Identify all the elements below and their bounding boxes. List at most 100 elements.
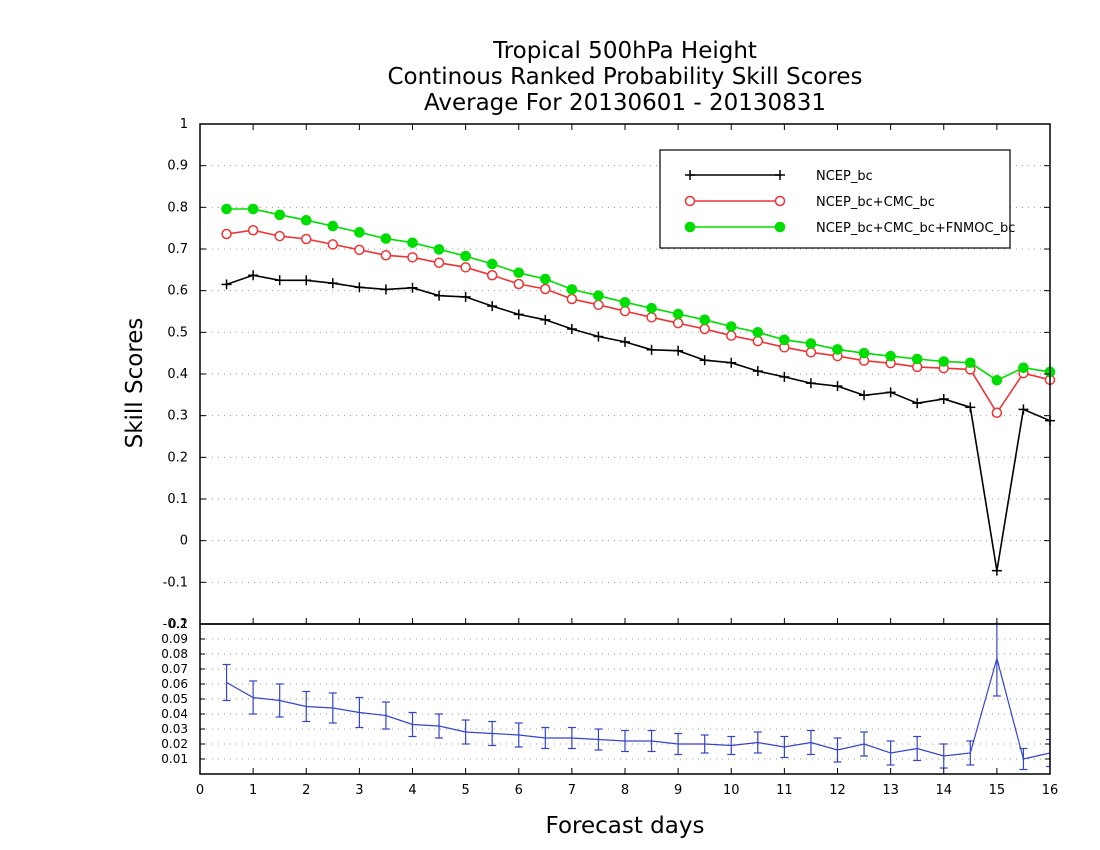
upper-y-tick-labels: -0.2 -0.1 0 0.1 0.2 0.3 0.4 0.5 0.6 0.7 0.8 0.9 1 <box>163 117 1050 632</box>
y-tick-label: 0.01 <box>161 752 188 766</box>
error-bar <box>408 711 417 738</box>
data-point <box>965 357 976 369</box>
error-bar <box>435 713 444 739</box>
data-point <box>672 317 684 329</box>
y-tick-label: 0.6 <box>167 284 188 299</box>
data-point <box>301 233 312 245</box>
error-bar <box>249 680 258 715</box>
y-tick-label: 0.04 <box>161 707 188 721</box>
series-ncep-bc-cmc-bc <box>221 225 1056 418</box>
x-tick-label: 3 <box>355 783 363 798</box>
error-bar <box>488 720 497 747</box>
data-point <box>685 170 695 180</box>
x-tick-labels: 0 1 2 3 4 5 6 7 8 9 10 11 12 13 14 15 16 <box>196 124 1058 798</box>
data-point <box>460 291 471 302</box>
data-point <box>301 275 312 286</box>
data-point <box>832 381 843 392</box>
x-tick-label: 8 <box>621 783 629 798</box>
data-point <box>354 244 365 256</box>
data-point <box>433 244 445 255</box>
error-bar <box>886 740 895 766</box>
error-bar <box>541 726 550 750</box>
y-tick-label: 0.1 <box>167 492 188 507</box>
x-tick-label: 6 <box>515 783 523 798</box>
error-bar <box>222 663 231 702</box>
y-tick-label: 0 <box>180 534 188 549</box>
data-point <box>407 237 418 249</box>
x-tick-label: 14 <box>935 783 952 798</box>
data-point <box>805 338 817 349</box>
y-tick-label: 0.07 <box>161 662 188 676</box>
x-tick-label: 4 <box>408 783 416 798</box>
data-point <box>434 290 445 301</box>
x-tick-label: 7 <box>568 783 576 798</box>
error-bar <box>913 735 922 762</box>
data-point <box>486 270 498 281</box>
axis-labels: Forecast days Skill Scores <box>122 318 704 839</box>
y-tick-label: 1 <box>180 117 188 132</box>
x-tick-label: 1 <box>249 783 257 798</box>
data-point <box>646 344 657 355</box>
data-point <box>726 357 737 368</box>
error-bar <box>275 683 284 718</box>
error-bar <box>806 729 815 756</box>
data-point <box>407 282 418 293</box>
data-point <box>684 221 696 233</box>
error-bar <box>674 732 683 756</box>
data-point <box>247 203 259 215</box>
y-tick-label: 0.3 <box>167 409 188 424</box>
data-point <box>486 258 498 270</box>
data-point <box>673 345 684 356</box>
x-tick-label: 16 <box>1042 783 1059 798</box>
x-tick-label: 2 <box>302 783 310 798</box>
data-point <box>752 335 764 347</box>
x-tick-label: 13 <box>882 783 899 798</box>
y-axis-label: Skill Scores <box>122 318 148 449</box>
data-point <box>620 336 630 347</box>
data-point <box>858 347 870 359</box>
data-point <box>247 225 259 236</box>
data-point <box>991 565 1002 576</box>
data-point <box>774 195 786 207</box>
y-tick-label: 0.7 <box>167 242 188 257</box>
data-point <box>274 230 285 242</box>
y-tick-label: 0.05 <box>161 692 188 706</box>
error-bar <box>1019 747 1028 771</box>
error-bar <box>780 735 789 759</box>
y-tick-label: -0.1 <box>163 575 188 590</box>
data-point <box>619 305 631 317</box>
y-tick-label: 0.8 <box>167 200 188 215</box>
legend-box <box>659 149 1011 249</box>
series-ncep-bc-cmc-bc-fnmoc-bc <box>221 203 1056 386</box>
y-tick-label: 0.2 <box>167 450 188 465</box>
data-point <box>965 402 976 413</box>
data-point <box>779 371 790 382</box>
data-point <box>859 390 870 401</box>
x-tick-label: 11 <box>776 783 793 798</box>
data-point <box>513 278 524 290</box>
legend-entry: NCEP_bc+CMC_bc+FNMOC_bc <box>684 221 1015 236</box>
y-tick-label: 0.4 <box>167 367 188 382</box>
data-point <box>699 323 710 335</box>
series-line <box>226 229 1051 415</box>
data-point <box>938 394 949 404</box>
y-tick-label: 0.02 <box>161 737 188 751</box>
data-point <box>646 302 657 314</box>
y-tick-label: 0.08 <box>161 647 188 661</box>
data-point <box>774 221 786 233</box>
legend: NCEP_bc NCEP_bc+CMC_bc NCEP_bc+CMC_bc+FNMO… <box>659 149 1015 249</box>
data-point <box>699 355 710 366</box>
data-point <box>433 257 445 268</box>
error-bar <box>1046 738 1050 768</box>
error-bar <box>833 737 842 763</box>
data-point <box>726 330 737 341</box>
error-bar <box>700 734 709 754</box>
data-point <box>911 353 923 365</box>
y-tick-label: -0.2 <box>163 617 188 632</box>
error-bar <box>567 726 576 750</box>
data-point <box>885 350 896 362</box>
data-point <box>699 314 710 326</box>
data-point <box>725 321 737 332</box>
y-tick-label: 0.03 <box>161 722 188 736</box>
